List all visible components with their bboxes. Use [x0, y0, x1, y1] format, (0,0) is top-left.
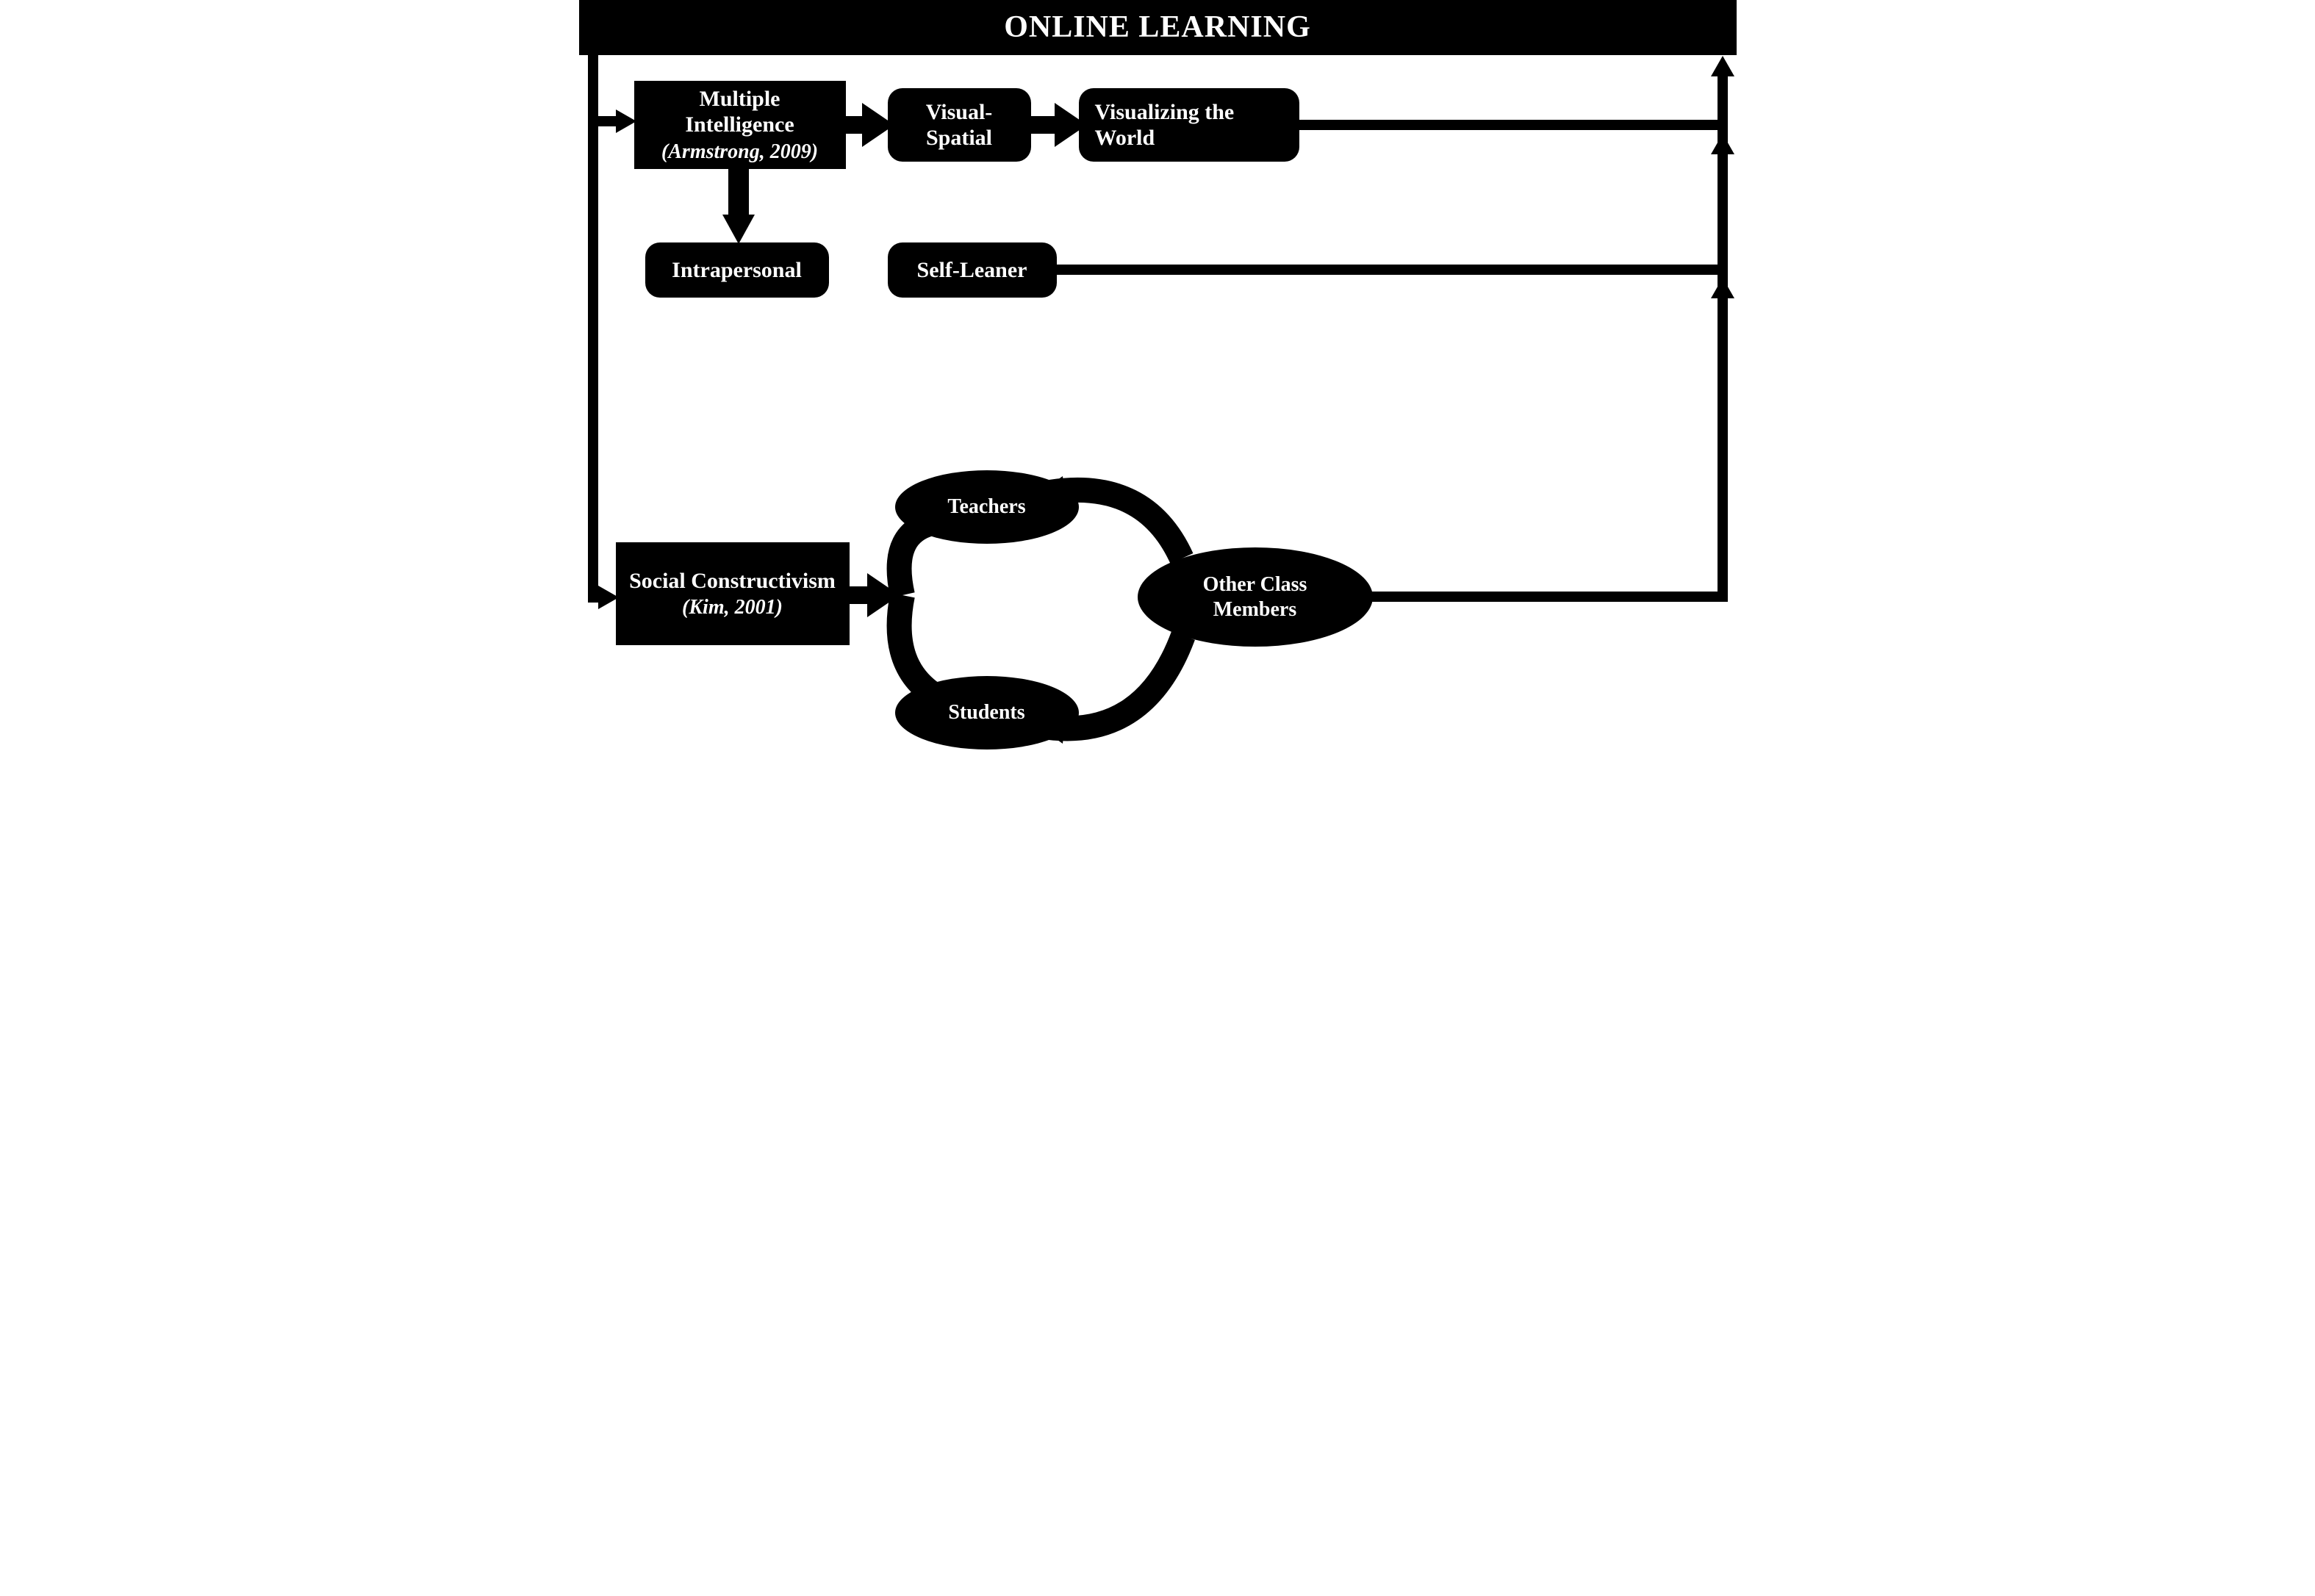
edge-ocm-to-rail [1365, 592, 1728, 602]
edge-vw-to-rail [1299, 120, 1728, 130]
node-other-class-members: Other Class Members [1138, 547, 1373, 647]
node-label-line1: Other Class [1203, 572, 1307, 597]
arrow-rail-up-1-icon [1711, 56, 1734, 76]
diagram-canvas: ONLINE LEARNING Multiple Intelligence (A… [579, 0, 1737, 798]
node-students: Students [895, 676, 1079, 750]
arrow-rail-up-3-icon [1711, 278, 1734, 298]
node-teachers: Teachers [895, 470, 1079, 544]
node-label: Teachers [947, 495, 1025, 520]
edge-sl-to-rail [1057, 265, 1728, 275]
node-label-line2: Members [1213, 597, 1297, 622]
node-label: Students [948, 700, 1024, 725]
arrow-rail-up-2-icon [1711, 134, 1734, 154]
